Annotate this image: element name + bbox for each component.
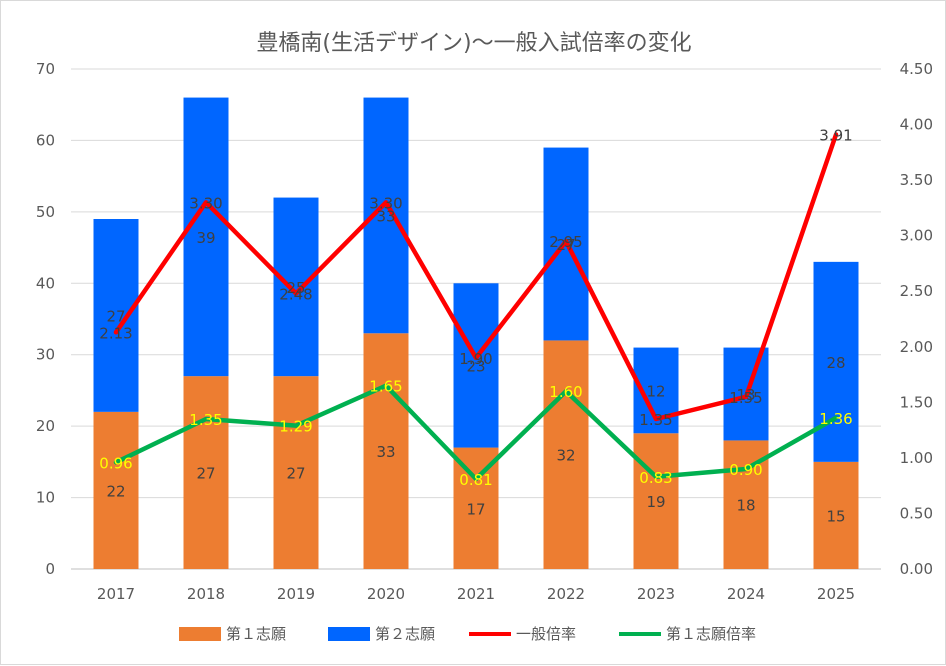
legend-label: 一般倍率 [516,625,576,643]
line-label: 2.95 [549,233,582,251]
x-tick-label: 2018 [187,585,225,603]
left-axis-ticks: 0 10 20 30 40 50 60 70 [36,60,55,578]
right-tick-label: 1.00 [900,449,933,467]
legend-label: 第１志願 [226,625,286,643]
bar-label: 17 [466,500,485,518]
right-axis-ticks: 0.00 0.50 1.00 1.50 2.00 2.50 3.00 3.50 4.00 4.50 [900,60,933,578]
line-label: 1.90 [459,350,492,368]
bar-label: 19 [646,493,665,511]
line-label: 1.35 [639,411,672,429]
x-tick-label: 2019 [277,585,315,603]
bar-label: 27 [106,307,125,325]
line-label: 3.30 [369,194,402,212]
right-tick-label: 3.00 [900,227,933,245]
x-tick-label: 2024 [727,585,765,603]
left-tick-label: 70 [36,60,55,78]
line-label: 0.96 [99,454,132,472]
bar-label: 33 [376,443,395,461]
right-tick-label: 0.50 [900,504,933,522]
right-tick-label: 4.50 [900,60,933,78]
line-label: 2.13 [99,324,132,342]
bar-label: 22 [106,482,125,500]
left-tick-label: 40 [36,274,55,292]
line-label: 1.65 [369,378,402,396]
line-label: 0.81 [459,471,492,489]
right-tick-label: 2.00 [900,338,933,356]
x-axis-ticks: 2017 2018 2019 2020 2021 2022 2023 2024 2025 [97,585,855,603]
bar-label: 27 [286,465,305,483]
bar-label: 15 [826,507,845,525]
right-tick-label: 0.00 [900,560,933,578]
left-tick-label: 50 [36,203,55,221]
line-label: 2.48 [279,285,312,303]
left-tick-label: 10 [36,489,55,507]
legend-label: 第１志願倍率 [666,625,756,643]
left-tick-label: 30 [36,346,55,364]
legend-label: 第２志願 [375,625,435,643]
line-label: 0.83 [639,469,672,487]
chart-title: 豊橋南(生活デザイン)～一般入試倍率の変化 [256,31,691,56]
x-tick-label: 2025 [817,585,855,603]
bar-label: 39 [196,229,215,247]
right-tick-label: 2.50 [900,282,933,300]
x-tick-label: 2022 [547,585,585,603]
x-tick-label: 2020 [367,585,405,603]
bar-label: 18 [736,497,755,515]
left-tick-label: 60 [36,131,55,149]
legend-swatch-0 [179,627,221,641]
bar-label: 32 [556,447,575,465]
x-tick-label: 2021 [457,585,495,603]
x-tick-label: 2023 [637,585,675,603]
bar-label: 28 [826,354,845,372]
line-label: 1.29 [279,418,312,436]
legend: 第１志願 第２志願 一般倍率 第１志願倍率 [179,625,756,643]
x-tick-label: 2017 [97,585,135,603]
line-label: 0.90 [729,461,762,479]
line-label: 3.30 [189,194,222,212]
bar-label: 27 [196,465,215,483]
right-tick-label: 4.00 [900,116,933,134]
left-tick-label: 20 [36,417,55,435]
line-label: 1.35 [189,411,222,429]
line-label: 1.55 [729,389,762,407]
right-tick-label: 3.50 [900,171,933,189]
line-label: 1.36 [819,410,852,428]
right-tick-label: 1.50 [900,393,933,411]
line-label: 3.91 [819,127,852,145]
bar-label: 12 [646,382,665,400]
line-label: 1.60 [549,383,582,401]
left-tick-label: 0 [45,560,55,578]
legend-swatch-1 [328,627,370,641]
